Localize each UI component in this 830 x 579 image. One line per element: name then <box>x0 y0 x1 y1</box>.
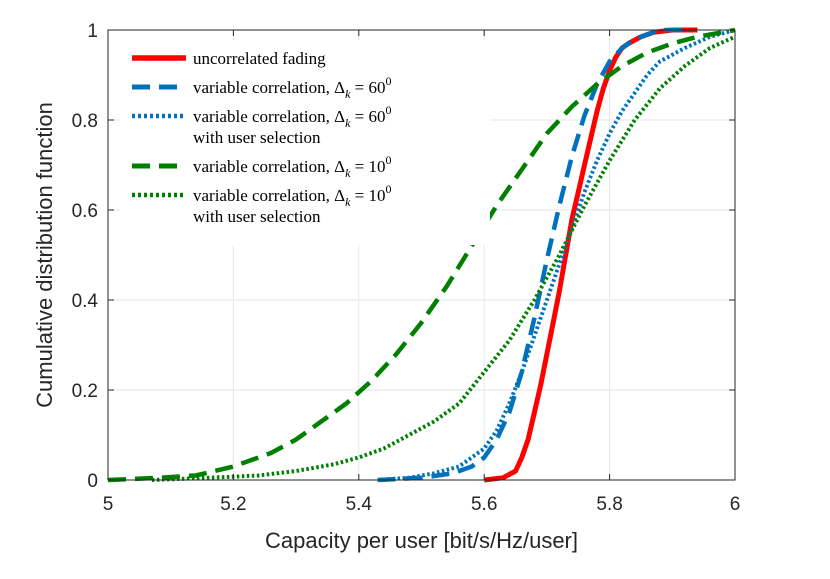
legend-label-4: variable correlation, Δk = 100 <box>193 153 391 180</box>
ticks: 5 5.2 5.4 5.6 5.8 6 0 0.2 0.4 0.6 0.8 1 <box>72 21 741 515</box>
legend-label-1: uncorrelated fading <box>193 49 326 68</box>
y-tick-label: 0.6 <box>72 201 98 222</box>
y-tick-label: 0 <box>87 471 98 492</box>
legend-superscript: 0 <box>385 153 391 167</box>
series-line-2 <box>377 27 685 483</box>
legend-superscript: 0 <box>385 74 391 88</box>
legend-label-3-line2: with user selection <box>193 128 321 147</box>
series-line-5 <box>151 34 736 482</box>
legend-box <box>120 40 490 245</box>
legend-text-part: = 60 <box>350 78 385 97</box>
legend-text-part: = 10 <box>350 157 385 176</box>
y-tick-label: 0.2 <box>72 381 98 402</box>
legend-subscript: k <box>345 166 351 180</box>
legend-label-5-line2: with user selection <box>193 207 321 226</box>
legend-subscript: k <box>345 195 351 209</box>
legend-superscript: 0 <box>385 103 391 117</box>
x-tick-label: 5.6 <box>471 494 497 515</box>
y-axis-label: Cumulative distribution function <box>32 102 57 408</box>
legend-label-2: variable correlation, Δk = 600 <box>193 74 391 101</box>
legend-superscript: 0 <box>385 182 391 196</box>
y-tick-label: 0.4 <box>72 291 99 312</box>
x-tick-label: 5.8 <box>596 494 622 515</box>
legend-text-part: variable correlation, Δ <box>193 157 345 176</box>
legend-text-part: variable correlation, Δ <box>193 186 345 205</box>
x-tick-label: 5 <box>103 494 114 515</box>
legend-text-part: variable correlation, Δ <box>193 107 345 126</box>
legend-label-3: variable correlation, Δk = 600 <box>193 103 391 130</box>
y-tick-label: 0.8 <box>72 111 98 132</box>
x-tick-label: 6 <box>730 494 741 515</box>
legend-text-part: uncorrelated fading <box>193 49 326 68</box>
legend-subscript: k <box>345 87 351 101</box>
legend-subscript: k <box>345 116 351 130</box>
legend-label-5: variable correlation, Δk = 100 <box>193 182 391 209</box>
x-tick-label: 5.2 <box>220 494 246 515</box>
x-tick-label: 5.4 <box>346 494 373 515</box>
legend-text-part: = 60 <box>350 107 385 126</box>
legend: uncorrelated fading variable correlation,… <box>120 40 490 245</box>
legend-text-part: = 10 <box>350 186 385 205</box>
y-tick-label: 1 <box>87 21 98 42</box>
legend-text-part: variable correlation, Δ <box>193 78 345 97</box>
series-lines <box>107 27 736 483</box>
series-line-4 <box>107 27 736 483</box>
plot-frame <box>107 29 736 481</box>
x-axis-label: Capacity per user [bit/s/Hz/user] <box>265 528 578 553</box>
